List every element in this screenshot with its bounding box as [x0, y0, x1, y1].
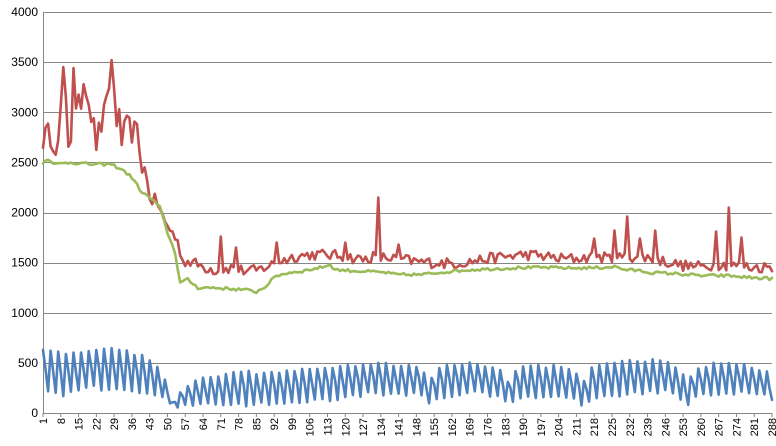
x-tick-label: 141 [394, 418, 406, 436]
x-tick-label: 29 [109, 418, 121, 430]
x-tick-label: 253 [678, 418, 690, 436]
series-group [41, 58, 774, 409]
y-tick-label: 2000 [11, 206, 38, 220]
x-tick-label: 176 [483, 418, 495, 436]
x-tick-label: 197 [536, 418, 548, 436]
x-tick-label: 64 [198, 418, 210, 430]
x-tick-label: 183 [500, 418, 512, 436]
x-tick-label: 1 [38, 418, 50, 424]
x-tick-label: 8 [56, 418, 68, 424]
series-line-2 [41, 158, 774, 295]
x-tick-label: 99 [287, 418, 299, 430]
x-tick-label: 190 [518, 418, 530, 436]
x-tick-label: 155 [429, 418, 441, 436]
x-tick-label: 85 [251, 418, 263, 430]
x-tick-label: 106 [305, 418, 317, 436]
y-tick-label: 4000 [11, 5, 38, 19]
y-tick-label: 0 [31, 406, 38, 420]
x-tick-label: 211 [571, 418, 583, 436]
gridlines [43, 12, 772, 364]
x-tick-label: 246 [660, 418, 672, 436]
x-tick-label: 78 [234, 418, 246, 430]
y-tick-label: 500 [18, 356, 38, 370]
y-axis-tick-labels: 0 500 1000 1500 2000 2500 3000 3500 4000 [11, 5, 38, 420]
x-tick-label: 281 [749, 418, 761, 436]
series-line-3 [41, 346, 774, 409]
x-tick-label: 71 [216, 418, 228, 430]
x-tick-label: 288 [767, 418, 776, 436]
x-tick-label: 15 [74, 418, 86, 430]
x-tick-label: 169 [465, 418, 477, 436]
x-tick-label: 120 [340, 418, 352, 436]
x-tick-label: 232 [625, 418, 637, 436]
x-tick-label: 239 [643, 418, 655, 436]
x-tick-label: 260 [696, 418, 708, 436]
y-tick-label: 2500 [11, 155, 38, 169]
x-tick-label: 204 [554, 418, 566, 436]
x-tick-label: 43 [145, 418, 157, 430]
x-tick-label: 127 [358, 418, 370, 436]
x-tick-label: 50 [162, 418, 174, 430]
y-tick-label: 1000 [11, 306, 38, 320]
x-axis-tick-labels: 1 8 15 22 29 36 43 50 57 64 71 78 85 92 99 106 113 120 127… [38, 418, 776, 436]
y-tick-label: 3000 [11, 105, 38, 119]
y-tick-label: 3500 [11, 55, 38, 69]
x-tick-label: 218 [589, 418, 601, 436]
x-tick-label: 267 [714, 418, 726, 436]
x-tick-label: 92 [269, 418, 281, 430]
x-tick-label: 57 [180, 418, 192, 430]
x-tick-label: 113 [322, 418, 334, 436]
x-tick-label: 148 [411, 418, 423, 436]
y-tick-label: 1500 [11, 256, 38, 270]
x-tick-label: 134 [376, 418, 388, 436]
axes [42, 12, 773, 417]
x-tick-label: 36 [127, 418, 139, 430]
series-line-1 [41, 58, 774, 276]
x-tick-label: 162 [447, 418, 459, 436]
x-tick-label: 225 [607, 418, 619, 436]
x-tick-label: 274 [731, 418, 743, 436]
x-tick-label: 22 [91, 418, 103, 430]
